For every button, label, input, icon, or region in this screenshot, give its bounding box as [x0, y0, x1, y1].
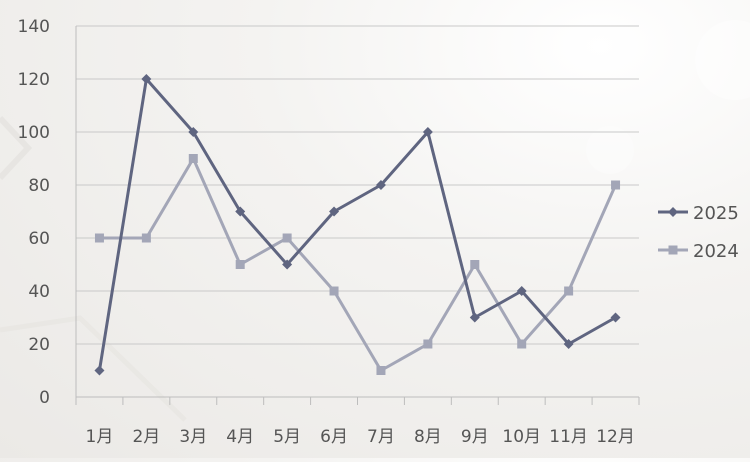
data-point-2024-5月 [282, 233, 292, 243]
legend-marker-2025 [668, 207, 678, 217]
y-axis-tick-labels: 0 20 40 60 80 100 120 140 [18, 17, 50, 408]
y-tick-label-0: 0 [39, 388, 50, 408]
series-line-2025 [97, 77, 617, 371]
x-tick-label-3: 3月 [179, 427, 207, 447]
data-point-2025-8月 [422, 127, 433, 137]
data-point-2025-7月 [375, 180, 386, 190]
y-tick-label-120: 120 [18, 70, 50, 90]
x-tick-label-1: 1月 [86, 427, 114, 447]
y-tick-label-100: 100 [18, 123, 50, 143]
data-point-2025-9月 [469, 312, 480, 323]
data-point-2024-3月 [188, 154, 198, 163]
data-point-2024-2月 [141, 233, 151, 243]
data-point-2025-2月 [141, 74, 152, 84]
data-point-2024-12月 [611, 180, 621, 190]
data-point-2024-4月 [235, 260, 245, 269]
series-group [94, 74, 621, 376]
series-line-2024 [99, 157, 617, 372]
y-tick-label-60: 60 [28, 229, 50, 249]
series-2024 [94, 154, 621, 375]
x-tick-label-11: 11月 [549, 427, 588, 447]
y-tick-label-140: 140 [18, 17, 50, 37]
data-point-2025-11月 [563, 339, 574, 349]
legend: 2025 2024 [658, 203, 739, 262]
data-point-2024-10月 [517, 339, 527, 349]
legend-item-2024: 2024 [658, 241, 739, 262]
axes [75, 26, 640, 405]
data-point-2024-9月 [470, 260, 480, 269]
x-tick-label-6: 6月 [320, 427, 348, 447]
data-point-2024-1月 [94, 233, 104, 243]
legend-label-2024: 2024 [693, 241, 739, 262]
background-decoration [0, 20, 750, 422]
data-point-2025-4月 [235, 206, 246, 217]
data-point-2024-6月 [329, 286, 339, 296]
data-point-2024-7月 [376, 366, 386, 375]
y-tick-label-20: 20 [28, 335, 50, 355]
legend-item-2025: 2025 [658, 203, 739, 224]
data-point-2025-6月 [329, 206, 340, 217]
legend-label-2025: 2025 [693, 203, 739, 224]
gridlines [76, 25, 639, 345]
x-tick-label-12: 12月 [596, 427, 635, 447]
data-point-2025-10月 [516, 286, 527, 296]
x-tick-label-2: 2月 [132, 427, 160, 447]
x-tick-label-10: 10月 [502, 427, 541, 447]
x-tick-label-4: 4月 [226, 427, 254, 447]
x-tick-label-5: 5月 [273, 427, 301, 447]
data-point-2025-3月 [188, 127, 199, 137]
data-point-2024-8月 [423, 339, 433, 349]
x-tick-label-9: 9月 [461, 427, 489, 447]
x-axis-tick-labels: 1月 2月 3月 4月 5月 6月 7月 8月 9月 10月 11月 12月 [86, 427, 635, 447]
x-tick-label-8: 8月 [414, 427, 442, 447]
y-tick-label-40: 40 [28, 282, 50, 302]
legend-marker-2024 [668, 245, 678, 255]
x-tick-label-7: 7月 [367, 427, 395, 447]
y-tick-label-80: 80 [28, 176, 50, 196]
data-point-2024-11月 [564, 286, 574, 296]
data-point-2025-5月 [282, 259, 293, 270]
series-2025 [94, 74, 621, 376]
data-point-2025-12月 [610, 312, 621, 323]
data-point-2025-1月 [94, 365, 105, 376]
